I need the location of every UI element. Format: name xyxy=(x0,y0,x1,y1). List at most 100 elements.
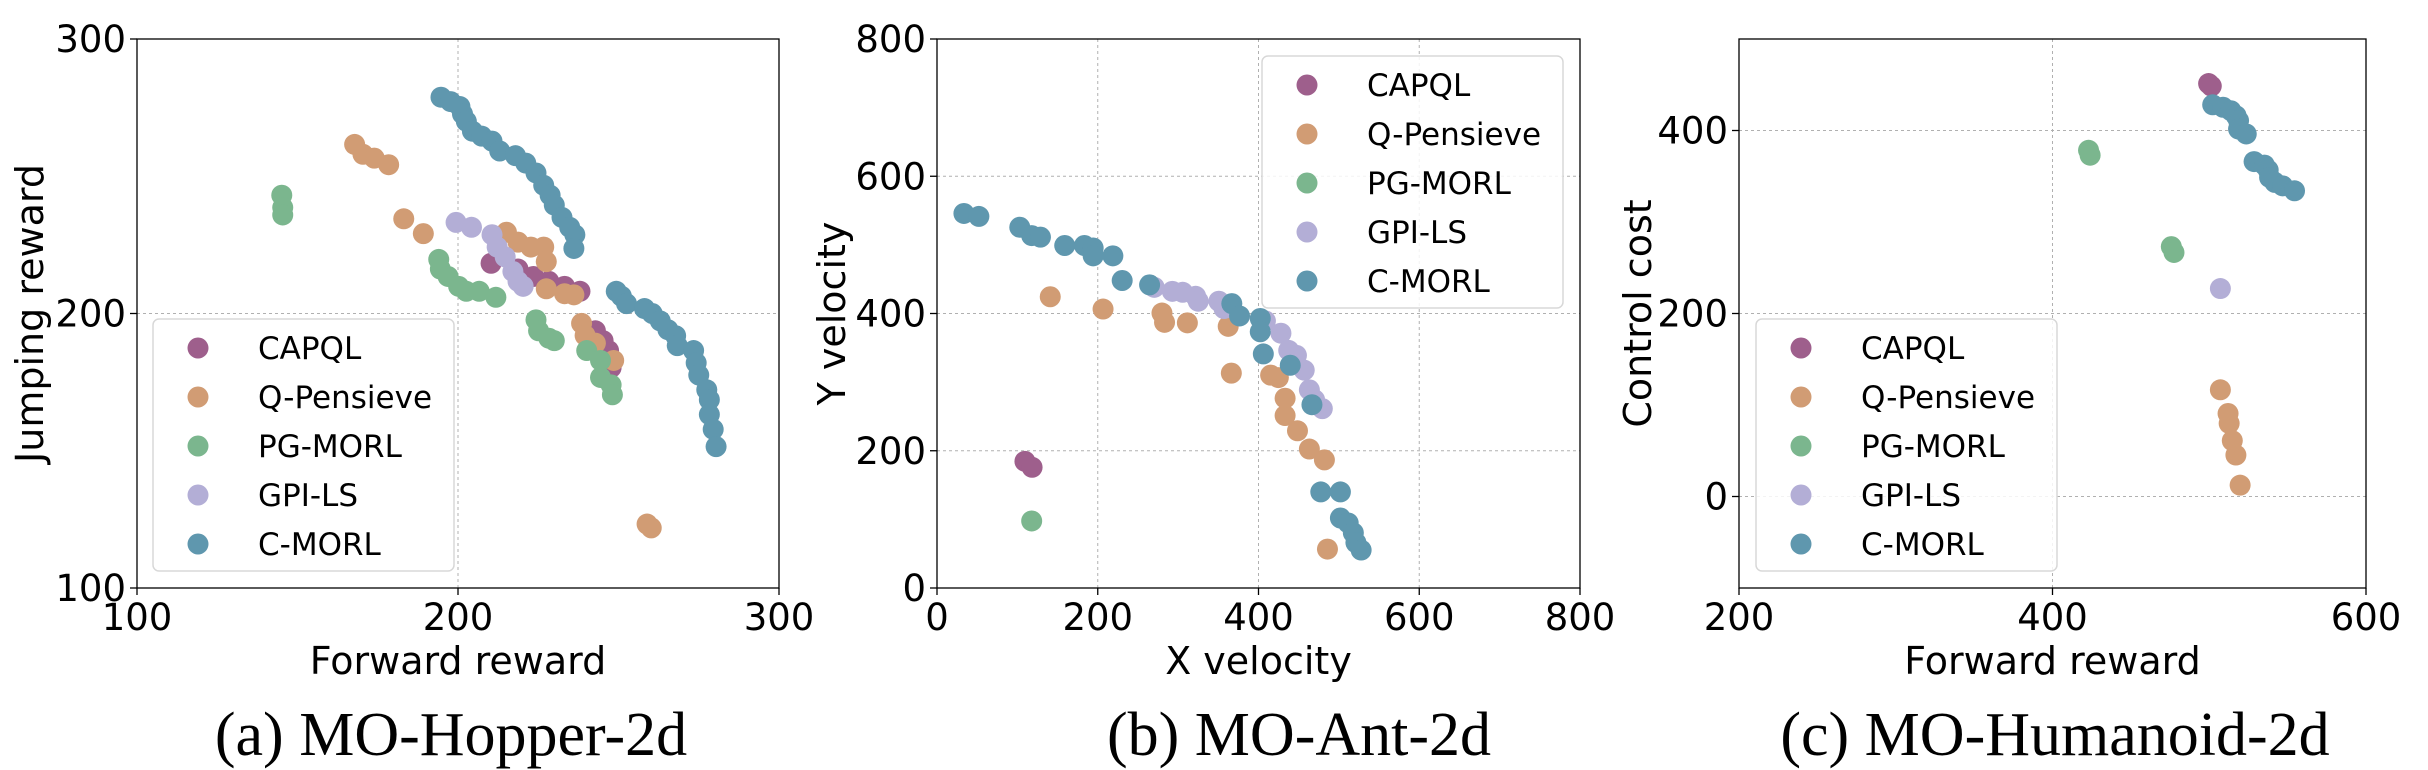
data-point-q-pensieve xyxy=(1313,449,1335,471)
data-point-c-morl xyxy=(616,293,638,315)
y-axis-label: Jumping reward xyxy=(8,164,52,465)
y-tick-label: 300 xyxy=(55,18,126,61)
data-point-q-pensieve xyxy=(412,223,434,245)
x-axis-label: Forward reward xyxy=(1904,639,2201,683)
chart-caption: (a) MO-Hopper-2d xyxy=(215,701,687,769)
data-point-c-morl xyxy=(1252,343,1274,365)
legend-label: GPI-LS xyxy=(1367,215,1467,251)
data-point-q-pensieve xyxy=(1274,387,1296,409)
x-tick-label: 200 xyxy=(1062,596,1133,639)
legend-label: CAPQL xyxy=(1367,68,1471,104)
legend-label: Q-Pensieve xyxy=(258,380,432,416)
legend: CAPQL Q-Pensieve PG-MORL GPI-LS C-MORL xyxy=(1261,55,1564,309)
data-point-q-pensieve xyxy=(1286,420,1308,442)
chart-caption: (c) MO-Humanoid-2d xyxy=(1780,701,2329,769)
data-point-c-morl xyxy=(1279,354,1301,376)
x-axis-label: X velocity xyxy=(1165,639,1352,683)
legend-marker-gpi-ls xyxy=(187,484,209,506)
data-point-pg-morl xyxy=(601,384,623,406)
data-point-c-morl xyxy=(1139,274,1161,296)
x-tick-label: 200 xyxy=(1704,596,1775,639)
data-point-q-pensieve xyxy=(1316,538,1338,560)
data-point-c-morl xyxy=(1111,269,1133,291)
legend-marker-c-morl xyxy=(1296,270,1318,292)
data-point-q-pensieve xyxy=(1220,362,1242,384)
data-point-q-pensieve xyxy=(535,251,557,273)
chart-caption: (b) MO-Ant-2d xyxy=(1107,701,1491,769)
legend-label: Q-Pensieve xyxy=(1367,117,1541,153)
y-tick-label: 200 xyxy=(55,293,126,336)
data-point-q-pensieve xyxy=(535,278,557,300)
data-point-gpi-ls xyxy=(460,216,482,238)
legend-label: C-MORL xyxy=(1861,527,1985,563)
data-point-pg-morl xyxy=(485,286,507,308)
data-point-c-morl xyxy=(1029,226,1051,248)
y-tick-label: 400 xyxy=(1657,110,1728,153)
data-point-capql xyxy=(1021,456,1043,478)
legend-marker-capql xyxy=(187,337,209,359)
legend-label: GPI-LS xyxy=(1861,478,1961,514)
data-point-pg-morl xyxy=(2079,144,2101,166)
data-point-gpi-ls xyxy=(512,275,534,297)
data-point-c-morl xyxy=(2235,123,2257,145)
legend-marker-q-pensieve xyxy=(187,386,209,408)
data-point-c-morl xyxy=(1102,245,1124,267)
legend-marker-pg-morl xyxy=(187,435,209,457)
chart-panel-1: 0 200 400 600 800 0 200 400 600 800 X velocity Y ve… xyxy=(810,18,1615,769)
data-point-q-pensieve xyxy=(1092,298,1114,320)
legend-marker-q-pensieve xyxy=(1790,386,1812,408)
x-axis-label: Forward reward xyxy=(310,639,607,683)
data-point-c-morl xyxy=(1249,321,1271,343)
data-point-c-morl xyxy=(1054,234,1076,256)
x-tick-label: 100 xyxy=(102,596,173,639)
x-tick-label: 300 xyxy=(744,596,815,639)
legend-box xyxy=(1755,318,2058,572)
y-tick-label: 200 xyxy=(855,430,926,473)
legend-label: CAPQL xyxy=(258,331,362,367)
legend-label: PG-MORL xyxy=(258,429,403,465)
data-point-capql xyxy=(2200,75,2222,97)
legend-box xyxy=(1261,55,1564,309)
data-point-c-morl xyxy=(1310,481,1332,503)
x-tick-label: 200 xyxy=(423,596,494,639)
data-point-q-pensieve xyxy=(2218,412,2240,434)
data-point-gpi-ls xyxy=(2209,278,2231,300)
data-point-q-pensieve xyxy=(1274,405,1296,427)
data-point-pg-morl xyxy=(543,330,565,352)
data-point-q-pensieve xyxy=(563,284,585,306)
data-point-q-pensieve xyxy=(1154,311,1176,333)
data-point-q-pensieve xyxy=(2229,474,2251,496)
x-tick-label: 0 xyxy=(925,596,949,639)
data-point-gpi-ls xyxy=(1270,322,1292,344)
legend-label: Q-Pensieve xyxy=(1861,380,2035,416)
y-axis-label: Y velocity xyxy=(810,222,854,407)
legend-label: PG-MORL xyxy=(1861,429,2006,465)
data-point-c-morl xyxy=(2284,180,2306,202)
y-tick-label: 800 xyxy=(855,18,926,61)
data-point-c-morl xyxy=(666,335,688,357)
x-tick-label: 400 xyxy=(2017,596,2088,639)
x-tick-label: 600 xyxy=(2331,596,2402,639)
legend-marker-c-morl xyxy=(187,533,209,555)
legend-label: C-MORL xyxy=(258,527,382,563)
y-tick-label: 600 xyxy=(855,155,926,198)
y-tick-label: 200 xyxy=(1657,293,1728,336)
data-point-c-morl xyxy=(705,436,727,458)
data-point-q-pensieve xyxy=(2209,379,2231,401)
legend-label: PG-MORL xyxy=(1367,166,1512,202)
data-point-q-pensieve xyxy=(1039,286,1061,308)
data-point-c-morl xyxy=(1350,539,1372,561)
data-point-pg-morl xyxy=(590,349,612,371)
y-tick-label: 0 xyxy=(1704,476,1728,519)
legend-box xyxy=(152,318,455,572)
data-point-q-pensieve xyxy=(2225,444,2247,466)
legend-marker-gpi-ls xyxy=(1790,484,1812,506)
y-axis-label: Control cost xyxy=(1616,199,1660,427)
legend-label: CAPQL xyxy=(1861,331,1965,367)
y-tick-label: 0 xyxy=(902,567,926,610)
legend-marker-capql xyxy=(1790,337,1812,359)
legend-marker-pg-morl xyxy=(1790,435,1812,457)
data-point-pg-morl xyxy=(2163,241,2185,263)
